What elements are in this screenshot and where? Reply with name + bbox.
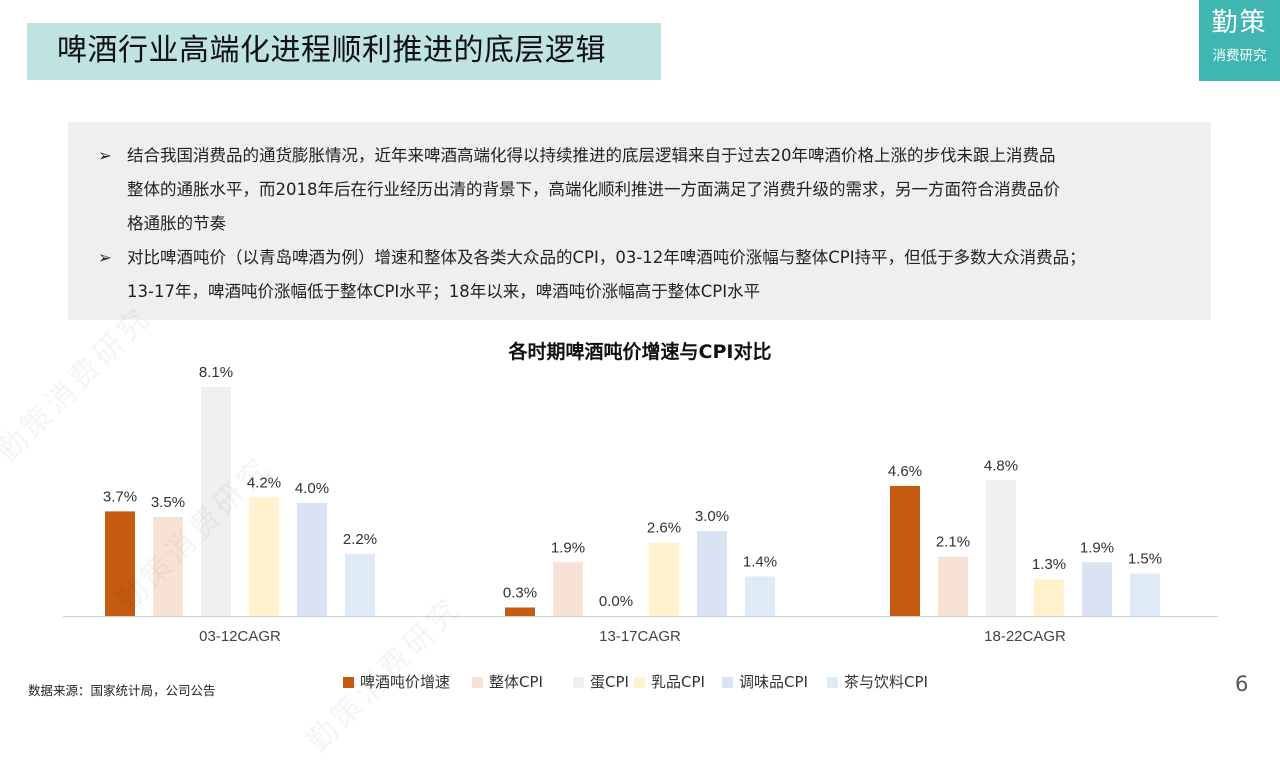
legend-item: 茶与饮料CPI	[827, 671, 928, 692]
data-label: 1.9%	[551, 539, 585, 556]
legend-swatch	[634, 677, 645, 688]
bar-0-3	[249, 497, 279, 616]
bar-0-4	[297, 502, 327, 616]
logo-sub-text: 消费研究	[1212, 48, 1267, 64]
brand-logo: 勤策 消费研究	[1199, 0, 1280, 81]
data-label: 2.2%	[343, 531, 377, 548]
bullet-marker: ➢	[98, 146, 112, 165]
data-label: 4.2%	[247, 474, 281, 491]
summary-line: 13-17年，啤酒吨价涨幅低于整体CPI水平；18年以来，啤酒吨价涨幅高于整体C…	[127, 282, 761, 301]
x-tick-label: 18-22CAGR	[984, 628, 1066, 645]
bar-0-5	[345, 553, 375, 616]
legend-item: 蛋CPI	[573, 671, 629, 692]
legend-label: 乳品CPI	[651, 673, 705, 691]
title-banner: 啤酒行业高端化进程顺利推进的底层逻辑	[27, 23, 661, 80]
legend-swatch	[343, 677, 354, 688]
summary-line: 对比啤酒吨价（以青岛啤酒为例）增速和整体及各类大众品的CPI，03-12年啤酒吨…	[127, 248, 1086, 267]
data-label: 2.6%	[647, 519, 681, 536]
page-title: 啤酒行业高端化进程顺利推进的底层逻辑	[57, 33, 606, 68]
legend-label: 茶与饮料CPI	[844, 673, 928, 691]
data-source: 数据来源：国家统计局，公司公告	[28, 683, 216, 698]
bar-1-3	[649, 542, 679, 616]
data-label: 4.0%	[295, 480, 329, 497]
data-label: 2.1%	[936, 534, 970, 551]
data-label: 0.3%	[503, 585, 537, 602]
data-label: 4.8%	[984, 457, 1018, 474]
bar-1-1	[553, 562, 583, 616]
bar-1-5	[745, 576, 775, 616]
legend-label: 整体CPI	[489, 673, 543, 691]
legend-label: 啤酒吨价增速	[360, 673, 451, 691]
data-label: 1.4%	[743, 553, 777, 570]
data-label: 4.6%	[888, 463, 922, 480]
data-label: 3.7%	[103, 488, 137, 505]
bar-2-2	[986, 480, 1016, 616]
x-tick-label: 03-12CAGR	[199, 628, 281, 645]
legend-label: 蛋CPI	[590, 673, 629, 691]
bar-1-4	[697, 531, 727, 616]
summary-box: ➢ 结合我国消费品的通货膨胀情况，近年来啤酒高端化得以持续推进的底层逻辑来自于过…	[68, 122, 1211, 320]
chart-title: 各时期啤酒吨价增速与CPI对比	[508, 341, 772, 363]
data-label: 1.9%	[1080, 539, 1114, 556]
legend-item: 调味品CPI	[722, 671, 808, 692]
data-label: 8.1%	[199, 364, 233, 381]
data-label: 1.5%	[1128, 551, 1162, 568]
legend-swatch	[573, 677, 584, 688]
legend-swatch	[722, 677, 733, 688]
page-number: 6	[1235, 672, 1249, 696]
summary-line: 格通胀的节奏	[127, 214, 226, 233]
legend-swatch	[472, 677, 483, 688]
bar-2-0	[890, 485, 920, 616]
data-label: 1.3%	[1032, 556, 1066, 573]
bar-2-4	[1082, 562, 1112, 616]
x-tick-label: 13-17CAGR	[599, 628, 681, 645]
logo-main-text: 勤策	[1211, 8, 1268, 38]
legend-label: 调味品CPI	[739, 673, 808, 691]
data-label: 3.5%	[151, 494, 185, 511]
bar-2-1	[938, 556, 968, 616]
bar-0-0	[105, 511, 135, 616]
legend-item: 乳品CPI	[634, 671, 705, 692]
legend-item: 啤酒吨价增速	[343, 671, 450, 692]
bar-0-2	[201, 387, 231, 616]
data-label: 3.0%	[695, 508, 729, 525]
legend-swatch	[827, 677, 838, 688]
bar-2-5	[1130, 573, 1160, 616]
legend-item: 整体CPI	[472, 671, 543, 692]
bullet-marker: ➢	[98, 248, 112, 267]
chart-legend: 啤酒吨价增速 整体CPI 蛋CPI 乳品CPI 调味品CPI 茶与饮料CPI	[0, 671, 1280, 691]
bar-chart: 3.7% 3.5% 8.1% 4.2% 4.0% 2.2% 03-12CAGR 0.3% 1.9…	[63, 364, 1218, 645]
bar-0-1	[153, 517, 183, 616]
bar-1-0	[505, 607, 535, 616]
bar-2-3	[1034, 579, 1064, 616]
summary-line: 整体的通胀水平，而2018年后在行业经历出清的背景下，高端化顺利推进一方面满足了…	[127, 180, 1060, 199]
data-label: 0.0%	[599, 593, 633, 610]
summary-line: 结合我国消费品的通货膨胀情况，近年来啤酒高端化得以持续推进的底层逻辑来自于过去2…	[127, 146, 1056, 165]
